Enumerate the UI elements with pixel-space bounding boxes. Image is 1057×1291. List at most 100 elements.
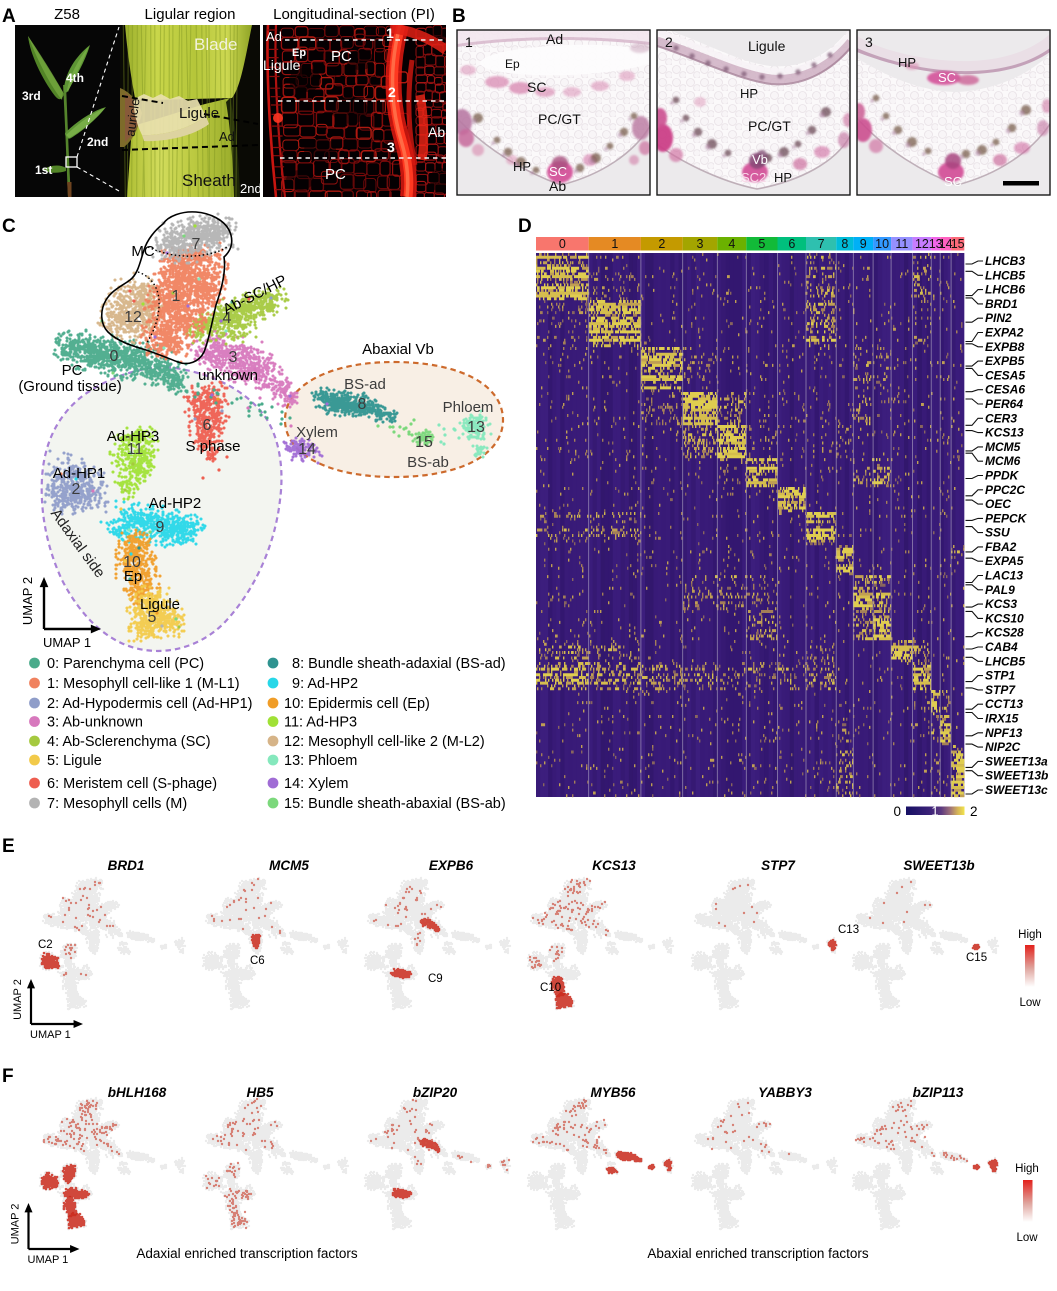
svg-text:PAL9: PAL9 [985,583,1015,597]
svg-text:Sheath: Sheath [182,171,236,190]
svg-text:MCM6: MCM6 [985,454,1021,468]
svg-text:6: Meristem cell (S-phage): 6: Meristem cell (S-phage) [47,776,217,792]
svg-text:HP: HP [513,159,531,174]
svg-text:2: 2 [72,481,81,498]
svg-text:High: High [1015,1163,1039,1175]
svg-text:3: Ab-unknown: 3: Ab-unknown [47,715,143,731]
svg-text:3: 3 [229,349,238,366]
svg-text:CESA6: CESA6 [985,383,1025,397]
svg-text:bZIP20: bZIP20 [413,1085,458,1100]
svg-text:YABBY3: YABBY3 [758,1085,812,1100]
svg-text:6: 6 [788,237,795,251]
svg-text:3rd: 3rd [22,89,41,103]
svg-text:BS-ad: BS-ad [344,376,386,393]
svg-text:C15: C15 [966,952,987,964]
svg-text:UMAP 1: UMAP 1 [28,1254,69,1266]
svg-text:Low: Low [1016,1232,1038,1244]
svg-text:KCS13: KCS13 [985,426,1024,440]
svg-text:Ligule: Ligule [263,57,301,73]
svg-text:0: 0 [559,237,566,251]
svg-text:1: 1 [465,34,473,50]
svg-text:Ligule: Ligule [179,105,219,122]
svg-text:F: F [2,1066,14,1087]
svg-text:4: 4 [223,310,232,327]
svg-text:Phloem: Phloem [443,399,494,416]
svg-text:LAC13: LAC13 [985,569,1023,583]
svg-text:14: 14 [298,441,316,458]
svg-text:LHCB6: LHCB6 [985,283,1025,297]
svg-text:PC: PC [62,362,83,379]
svg-text:0: 0 [893,804,901,819]
svg-text:KCS28: KCS28 [985,626,1024,640]
svg-text:FBA2: FBA2 [985,540,1017,554]
svg-text:SC: SC [944,174,962,189]
svg-text:CESA5: CESA5 [985,368,1025,382]
svg-text:CAB4: CAB4 [985,640,1018,654]
svg-text:LHCB3: LHCB3 [985,254,1025,268]
svg-text:LHCB5: LHCB5 [985,654,1025,668]
svg-text:UMAP 1: UMAP 1 [30,1029,71,1041]
svg-text:13: 13 [929,237,943,251]
svg-text:11: 11 [895,237,908,251]
svg-text:2nd: 2nd [87,135,108,149]
svg-text:C2: C2 [38,939,53,951]
svg-text:PC/GT: PC/GT [748,118,791,134]
svg-text:6: 6 [203,417,212,434]
svg-text:KCS3: KCS3 [985,597,1017,611]
svg-text:8: 8 [358,396,367,413]
svg-text:7: 7 [192,236,201,253]
svg-text:5: 5 [758,237,765,251]
svg-text:Ad: Ad [266,29,282,44]
svg-text:C10: C10 [540,982,561,994]
svg-text:S phase: S phase [185,438,240,455]
svg-text:5: Ligule: 5: Ligule [47,753,102,769]
svg-text:SWEET13a: SWEET13a [985,754,1048,768]
svg-text:Ligular region: Ligular region [145,6,236,23]
svg-text:SC2: SC2 [741,170,766,185]
svg-text:NIP2C: NIP2C [985,740,1021,754]
svg-text:SWEET13c: SWEET13c [985,783,1048,797]
svg-text:2: 2 [388,84,396,100]
svg-text:10: 10 [875,237,889,251]
svg-text:11: 11 [127,441,144,458]
svg-text:4: Ab-Sclerenchyma (SC): 4: Ab-Sclerenchyma (SC) [47,734,211,750]
svg-text:3: 3 [387,139,395,155]
svg-text:Blade: Blade [194,35,237,54]
svg-text:Xylem: Xylem [296,424,338,441]
svg-text:OEC: OEC [985,497,1011,511]
svg-text:12: 12 [124,309,142,326]
svg-text:14: Xylem: 14: Xylem [284,776,348,792]
svg-text:12: 12 [915,237,929,251]
svg-text:Abaxial Vb: Abaxial Vb [362,341,434,358]
svg-text:2: 2 [970,804,978,819]
svg-text:7: Mesophyll cells (M): 7: Mesophyll cells (M) [47,796,187,812]
svg-text:LHCB5: LHCB5 [985,268,1025,282]
svg-text:PPC2C: PPC2C [985,483,1025,497]
svg-text:1: Mesophyll cell-like 1 (M-L1: 1: Mesophyll cell-like 1 (M-L1) [47,676,240,692]
svg-text:3: 3 [865,34,873,50]
svg-text:MYB56: MYB56 [590,1085,636,1100]
svg-text:PEPCK: PEPCK [985,511,1028,525]
svg-text:Adaxial enriched transcription: Adaxial enriched transcription factors [136,1246,358,1261]
svg-text:MCM5: MCM5 [985,440,1021,454]
svg-text:C13: C13 [838,924,859,936]
svg-text:13: Phloem: 13: Phloem [284,753,357,769]
svg-text:E: E [2,836,15,857]
svg-text:STP1: STP1 [985,669,1015,683]
svg-text:10: 10 [123,554,141,571]
svg-text:PPDK: PPDK [985,469,1020,483]
svg-text:2: 2 [665,34,673,50]
svg-text:MC: MC [131,243,154,260]
svg-text:7: 7 [818,237,825,251]
svg-text:15: Bundle sheath-abaxial (BS-: 15: Bundle sheath-abaxial (BS-ab) [284,796,506,812]
svg-text:0: Parenchyma cell (PC): 0: Parenchyma cell (PC) [47,656,204,672]
svg-text:HB5: HB5 [246,1085,273,1100]
svg-text:IRX15: IRX15 [985,712,1019,726]
svg-text:STP7: STP7 [761,858,796,873]
svg-text:3: 3 [697,237,704,251]
svg-text:5: 5 [148,609,157,626]
svg-text:15: 15 [415,434,433,451]
svg-text:Vb: Vb [752,152,768,167]
svg-text:4th: 4th [66,71,84,85]
svg-text:A: A [2,6,16,27]
